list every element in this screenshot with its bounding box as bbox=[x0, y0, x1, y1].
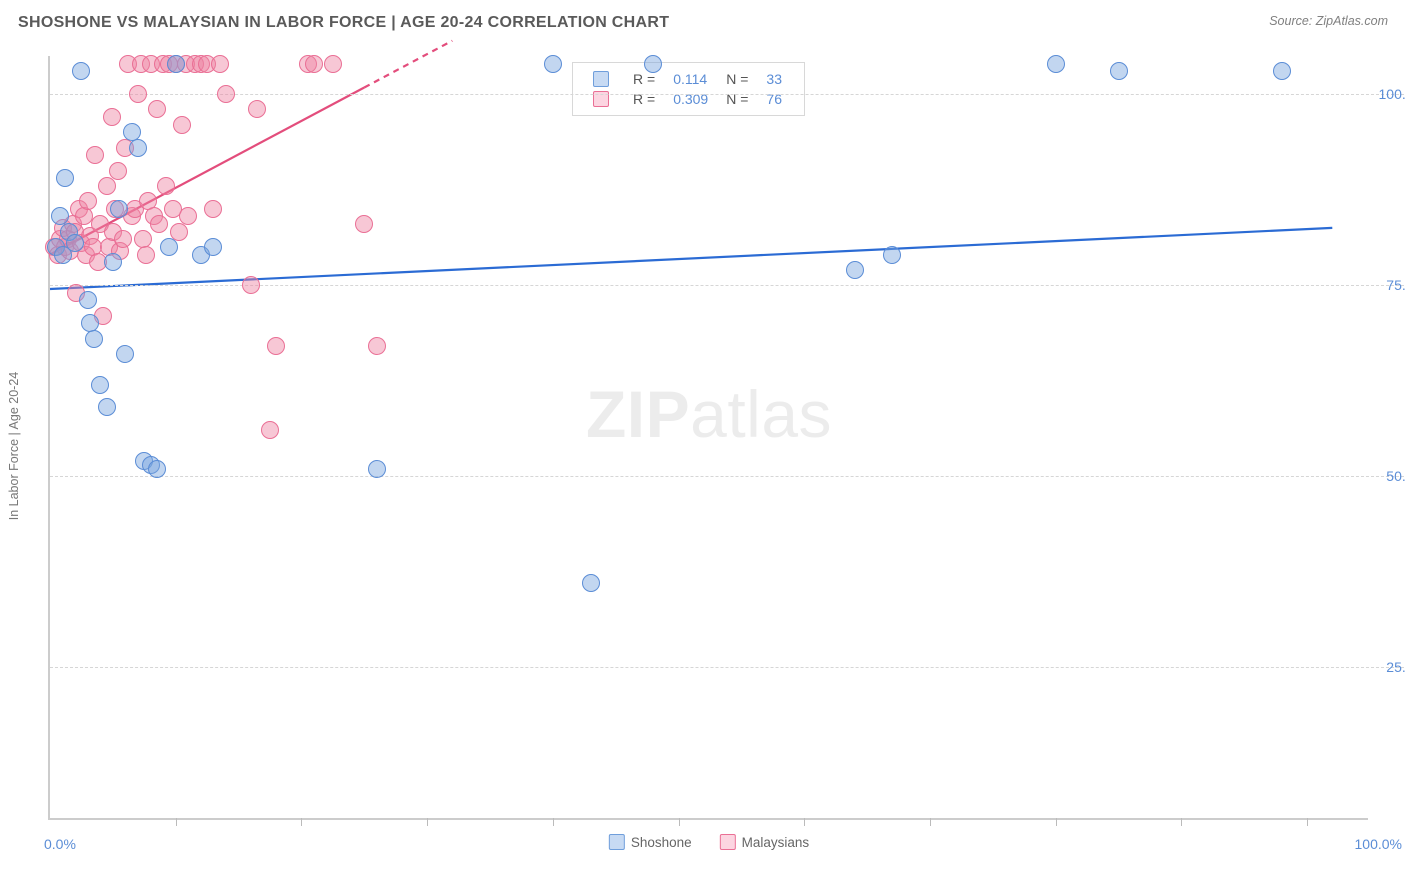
data-point-shoshone bbox=[85, 330, 103, 348]
data-point-malaysians bbox=[103, 108, 121, 126]
data-point-shoshone bbox=[167, 55, 185, 73]
data-point-malaysians bbox=[368, 337, 386, 355]
data-point-shoshone bbox=[129, 139, 147, 157]
data-point-shoshone bbox=[204, 238, 222, 256]
y-tick-label: 25.0% bbox=[1386, 659, 1406, 675]
data-point-malaysians bbox=[98, 177, 116, 195]
scatter-plot-area: ZIPatlas R =0.114N =33R =0.309N =76 0.0%… bbox=[48, 56, 1368, 820]
data-point-shoshone bbox=[1273, 62, 1291, 80]
data-point-malaysians bbox=[261, 421, 279, 439]
data-point-shoshone bbox=[644, 55, 662, 73]
data-point-shoshone bbox=[544, 55, 562, 73]
chart-title: SHOSHONE VS MALAYSIAN IN LABOR FORCE | A… bbox=[18, 14, 669, 31]
data-point-malaysians bbox=[79, 192, 97, 210]
x-tick bbox=[1056, 818, 1057, 826]
x-tick bbox=[301, 818, 302, 826]
data-point-shoshone bbox=[582, 574, 600, 592]
r-label: R = bbox=[625, 70, 663, 88]
trend-lines-layer bbox=[50, 56, 1370, 820]
series-legend: Shoshone Malaysians bbox=[609, 834, 809, 850]
data-point-malaysians bbox=[204, 200, 222, 218]
data-point-shoshone bbox=[79, 291, 97, 309]
x-tick bbox=[930, 818, 931, 826]
data-point-shoshone bbox=[110, 200, 128, 218]
correlation-legend: R =0.114N =33R =0.309N =76 bbox=[572, 62, 805, 116]
data-point-malaysians bbox=[129, 85, 147, 103]
data-point-malaysians bbox=[242, 276, 260, 294]
data-point-shoshone bbox=[56, 169, 74, 187]
data-point-shoshone bbox=[160, 238, 178, 256]
gridline bbox=[50, 667, 1404, 668]
x-tick bbox=[679, 818, 680, 826]
r-value: 0.309 bbox=[665, 90, 716, 108]
legend-item: Shoshone bbox=[609, 834, 692, 850]
data-point-malaysians bbox=[179, 207, 197, 225]
x-axis-max-label: 100.0% bbox=[1355, 836, 1402, 852]
r-value: 0.114 bbox=[665, 70, 716, 88]
data-point-shoshone bbox=[1110, 62, 1128, 80]
data-point-malaysians bbox=[148, 100, 166, 118]
n-label: N = bbox=[718, 90, 756, 108]
gridline bbox=[50, 476, 1404, 477]
data-point-malaysians bbox=[211, 55, 229, 73]
n-value: 33 bbox=[758, 70, 790, 88]
data-point-shoshone bbox=[116, 345, 134, 363]
legend-item: Malaysians bbox=[720, 834, 810, 850]
data-point-shoshone bbox=[846, 261, 864, 279]
data-point-malaysians bbox=[150, 215, 168, 233]
x-tick bbox=[1307, 818, 1308, 826]
data-point-shoshone bbox=[148, 460, 166, 478]
data-point-malaysians bbox=[137, 246, 155, 264]
data-point-malaysians bbox=[86, 146, 104, 164]
data-point-malaysians bbox=[324, 55, 342, 73]
data-point-shoshone bbox=[883, 246, 901, 264]
data-point-malaysians bbox=[267, 337, 285, 355]
data-point-shoshone bbox=[66, 234, 84, 252]
data-point-shoshone bbox=[72, 62, 90, 80]
source-attribution: Source: ZipAtlas.com bbox=[1269, 14, 1388, 28]
data-point-shoshone bbox=[91, 376, 109, 394]
x-tick bbox=[176, 818, 177, 826]
r-label: R = bbox=[625, 90, 663, 108]
x-tick bbox=[1181, 818, 1182, 826]
trend-line bbox=[364, 41, 452, 88]
legend-stat-row: R =0.114N =33 bbox=[585, 70, 790, 88]
y-tick-label: 75.0% bbox=[1386, 277, 1406, 293]
data-point-shoshone bbox=[368, 460, 386, 478]
legend-stat-row: R =0.309N =76 bbox=[585, 90, 790, 108]
data-point-shoshone bbox=[98, 398, 116, 416]
data-point-malaysians bbox=[109, 162, 127, 180]
data-point-malaysians bbox=[157, 177, 175, 195]
data-point-malaysians bbox=[173, 116, 191, 134]
legend-swatch bbox=[609, 834, 625, 850]
data-point-malaysians bbox=[217, 85, 235, 103]
legend-swatch bbox=[720, 834, 736, 850]
x-tick bbox=[804, 818, 805, 826]
gridline bbox=[50, 94, 1404, 95]
y-tick-label: 100.0% bbox=[1379, 86, 1406, 102]
data-point-malaysians bbox=[75, 207, 93, 225]
data-point-shoshone bbox=[1047, 55, 1065, 73]
data-point-malaysians bbox=[114, 230, 132, 248]
x-tick bbox=[427, 818, 428, 826]
n-value: 76 bbox=[758, 90, 790, 108]
data-point-malaysians bbox=[305, 55, 323, 73]
y-axis-title: In Labor Force | Age 20-24 bbox=[7, 372, 21, 520]
data-point-malaysians bbox=[248, 100, 266, 118]
data-point-malaysians bbox=[355, 215, 373, 233]
x-axis-min-label: 0.0% bbox=[44, 836, 76, 852]
n-label: N = bbox=[718, 70, 756, 88]
x-tick bbox=[553, 818, 554, 826]
y-tick-label: 50.0% bbox=[1386, 468, 1406, 484]
data-point-shoshone bbox=[104, 253, 122, 271]
legend-swatch bbox=[593, 71, 609, 87]
